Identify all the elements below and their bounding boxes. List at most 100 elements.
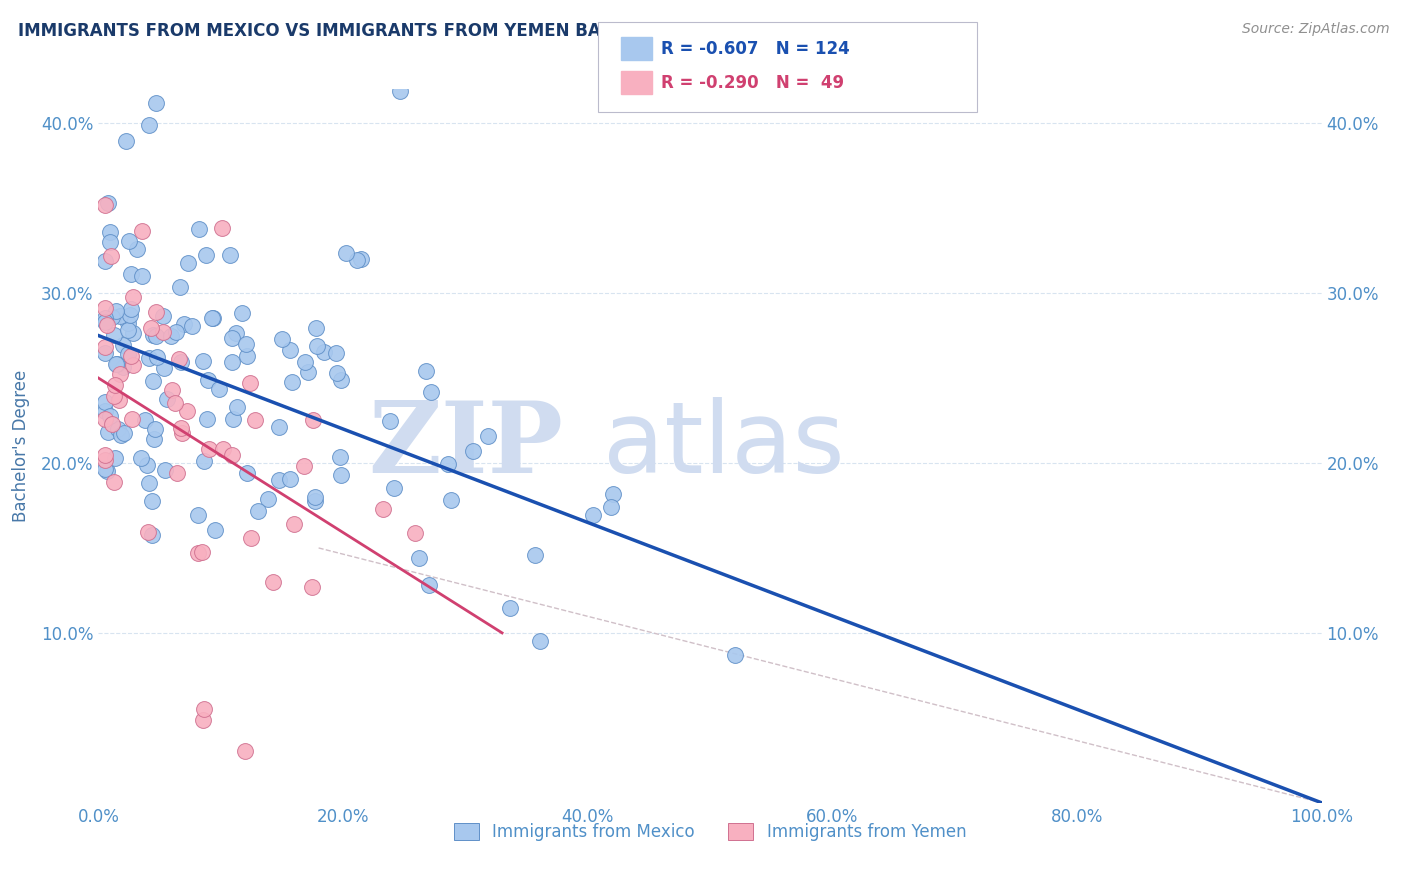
Point: [96, 318, 118, 332]
Point: [121, 412, 143, 426]
Point: [523, 548, 546, 562]
Point: [112, 337, 135, 351]
Point: [301, 412, 323, 426]
Point: [172, 426, 194, 441]
Point: [112, 359, 135, 374]
Point: [138, 476, 160, 491]
Point: [173, 317, 195, 331]
Point: [270, 332, 292, 346]
Point: [304, 321, 326, 335]
Point: [97, 196, 120, 211]
Point: [104, 378, 127, 392]
Point: [104, 357, 127, 371]
Point: [93, 404, 115, 418]
Point: [101, 310, 124, 325]
Point: [131, 269, 153, 284]
Point: [103, 475, 125, 489]
Point: [108, 367, 131, 381]
Point: [134, 413, 156, 427]
Point: [187, 222, 209, 236]
Point: [195, 247, 218, 261]
Point: [191, 354, 214, 368]
Point: [297, 365, 319, 379]
Y-axis label: Bachelor's Degree: Bachelor's Degree: [11, 370, 30, 522]
Point: [256, 492, 278, 507]
Point: [292, 458, 315, 473]
Point: [104, 451, 127, 466]
Point: [326, 367, 349, 381]
Point: [145, 329, 167, 343]
Point: [146, 350, 169, 364]
Point: [94, 462, 117, 476]
Point: [155, 463, 177, 477]
Point: [142, 328, 165, 343]
Point: [98, 409, 121, 423]
Point: [529, 634, 551, 648]
Point: [307, 339, 329, 353]
Point: [221, 355, 243, 369]
Point: [93, 310, 115, 325]
Point: [304, 491, 326, 505]
Point: [156, 392, 179, 406]
Point: [105, 303, 128, 318]
Point: [117, 323, 139, 337]
Point: [145, 96, 167, 111]
Point: [181, 319, 204, 334]
Point: [222, 412, 245, 426]
Point: [600, 500, 623, 515]
Point: [120, 267, 142, 281]
Point: [226, 400, 249, 414]
Point: [115, 134, 138, 148]
Point: [152, 360, 174, 375]
Point: [267, 420, 290, 434]
Point: [112, 425, 135, 440]
Point: [187, 508, 209, 523]
Point: [239, 376, 262, 390]
Point: [97, 425, 120, 439]
Point: [204, 523, 226, 537]
Point: [269, 473, 291, 487]
Point: [330, 468, 353, 483]
Point: [235, 336, 257, 351]
Point: [117, 316, 139, 330]
Point: [239, 531, 262, 545]
Point: [723, 648, 745, 663]
Point: [193, 702, 215, 716]
Point: [136, 524, 159, 539]
Point: [262, 575, 284, 590]
Point: [120, 349, 142, 363]
Point: [105, 357, 128, 371]
Point: [120, 302, 142, 317]
Point: [94, 394, 117, 409]
Point: [121, 359, 143, 373]
Point: [93, 315, 115, 329]
Text: R = -0.607   N = 124: R = -0.607 N = 124: [661, 40, 849, 58]
Point: [418, 578, 440, 592]
Point: [350, 252, 373, 267]
Point: [301, 580, 323, 594]
Point: [135, 458, 157, 473]
Point: [187, 546, 209, 560]
Point: [131, 224, 153, 238]
Point: [304, 494, 326, 508]
Point: [152, 309, 174, 323]
Point: [329, 450, 352, 465]
Point: [243, 413, 266, 427]
Point: [138, 118, 160, 132]
Point: [225, 326, 247, 341]
Point: [294, 355, 316, 369]
Point: [602, 487, 624, 501]
Text: Source: ZipAtlas.com: Source: ZipAtlas.com: [1241, 22, 1389, 37]
Point: [231, 306, 253, 320]
Point: [165, 395, 187, 409]
Point: [233, 744, 256, 758]
Point: [96, 464, 118, 478]
Point: [278, 472, 301, 486]
Point: [201, 311, 224, 326]
Point: [169, 280, 191, 294]
Point: [408, 551, 430, 566]
Point: [103, 389, 125, 403]
Point: [110, 428, 132, 442]
Point: [125, 242, 148, 256]
Point: [404, 526, 426, 541]
